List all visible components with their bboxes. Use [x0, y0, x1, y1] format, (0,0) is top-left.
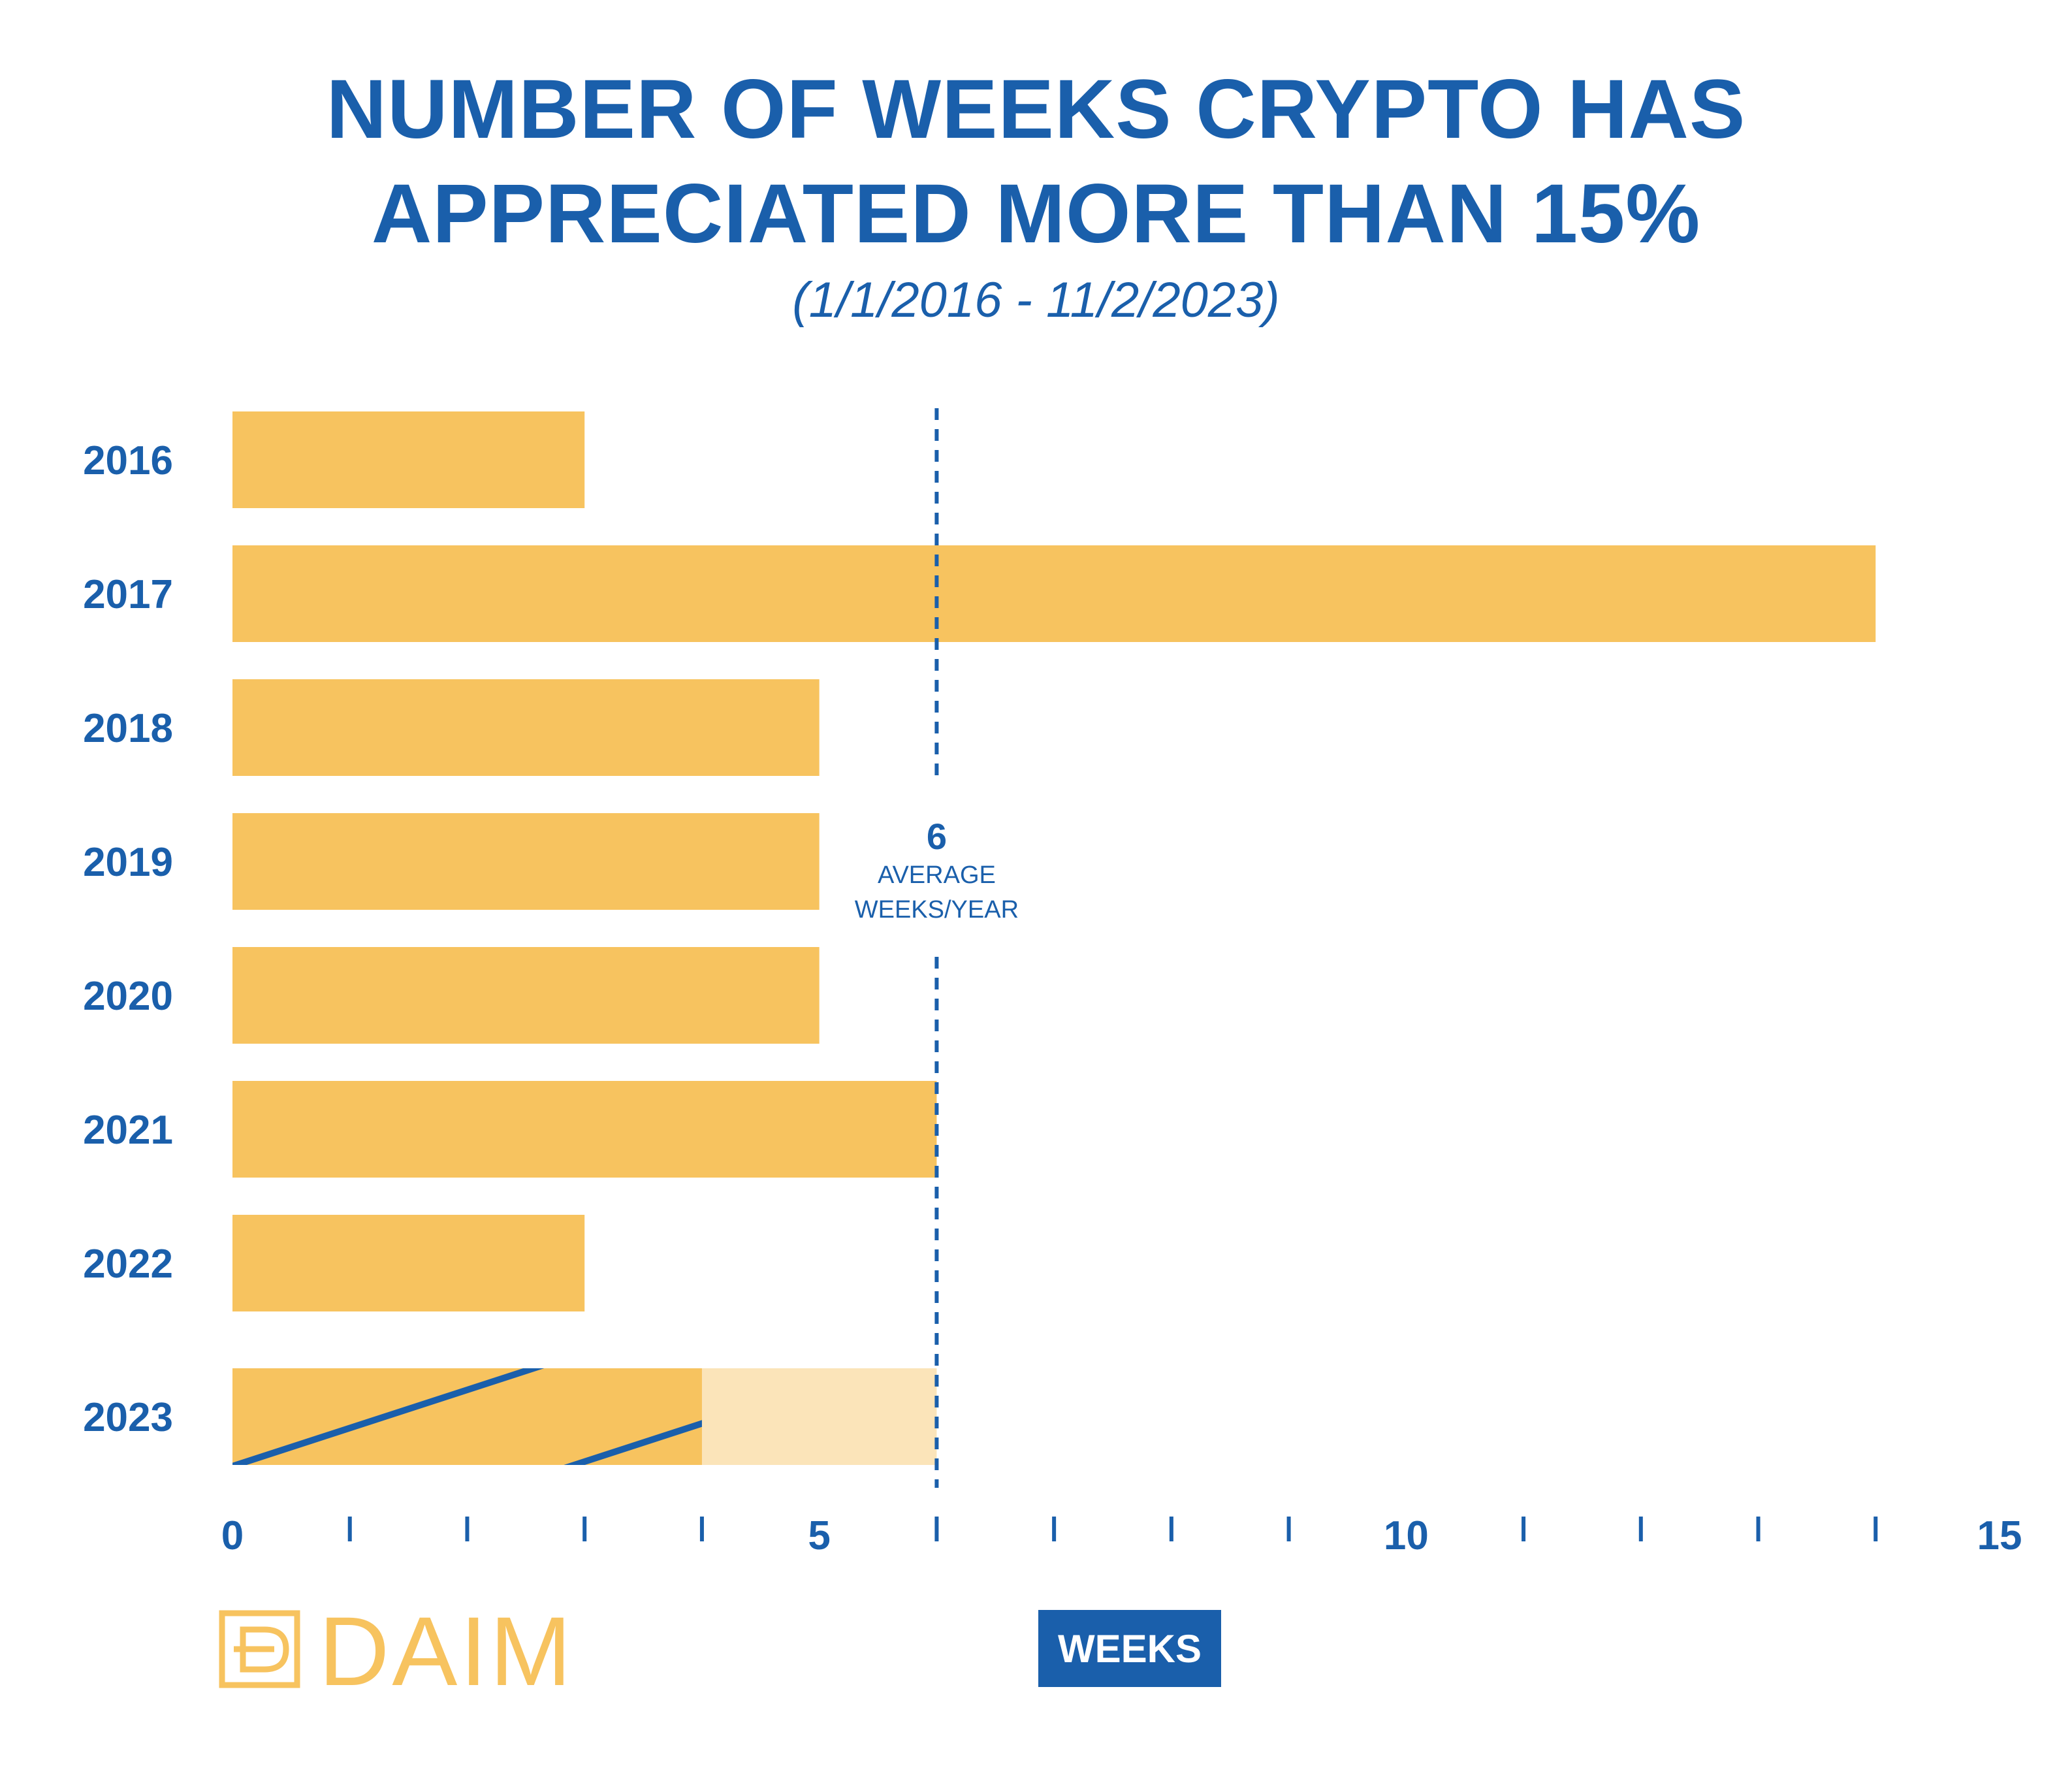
average-label-line-2: WEEKS/YEAR: [855, 896, 1019, 924]
bar-2023: [232, 1368, 702, 1465]
bar-2016: [232, 411, 585, 508]
x-tick-label-5: 5: [808, 1513, 830, 1558]
bar-2018: [232, 679, 820, 776]
y-tick-label-2017: 2017: [83, 572, 173, 617]
bars-layer: [232, 411, 1876, 1465]
daim-logo-icon: [219, 1610, 300, 1688]
x-tick-label-15: 15: [1977, 1513, 2022, 1558]
bar-2019: [232, 813, 820, 910]
y-tick-label-2023: 2023: [83, 1395, 173, 1440]
average-label-line-1: AVERAGE: [878, 861, 996, 889]
y-tick-label-2019: 2019: [83, 840, 173, 885]
y-tick-label-2020: 2020: [83, 974, 173, 1019]
bar-2021: [232, 1081, 937, 1178]
bar-2017: [232, 545, 1876, 642]
bar-2022: [232, 1215, 585, 1311]
brand-logo: DAIM: [219, 1596, 574, 1706]
average-value-label: 6: [927, 816, 947, 857]
bar-2020: [232, 947, 820, 1044]
x-axis-unit-label: WEEKS: [1038, 1610, 1221, 1687]
y-axis-labels: 2016 2017 2018 2019 2020 2021 2022 2023: [83, 438, 173, 1440]
y-tick-label-2016: 2016: [83, 438, 173, 483]
x-tick-label-0: 0: [221, 1513, 244, 1558]
chart-subtitle: (1/1/2016 - 11/2/2023): [792, 272, 1280, 328]
daim-wordmark: DAIM: [319, 1596, 574, 1706]
x-tick-label-10: 10: [1384, 1513, 1429, 1558]
y-tick-label-2021: 2021: [83, 1108, 173, 1153]
chart-title-line-1: NUMBER OF WEEKS CRYPTO HAS: [326, 63, 1746, 156]
chart-title-line-2: APPRECIATED MORE THAN 15%: [371, 167, 1701, 261]
y-tick-label-2018: 2018: [83, 706, 173, 751]
y-tick-label-2022: 2022: [83, 1242, 173, 1287]
x-axis: 0 5 10 15: [221, 1513, 2022, 1558]
average-reference-line: 6 AVERAGE WEEKS/YEAR: [855, 408, 1019, 1488]
